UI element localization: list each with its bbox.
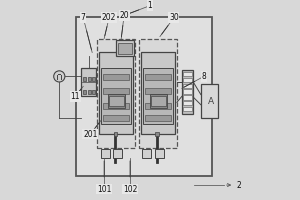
Bar (99, 52, 133, 134)
Bar (139, 39, 177, 148)
Bar (103, 88, 130, 94)
Bar (183, 78, 192, 82)
Bar (83, 90, 86, 94)
Text: 7: 7 (81, 13, 86, 22)
Bar (183, 72, 192, 76)
Bar (88, 77, 91, 81)
Text: 101: 101 (97, 185, 111, 194)
Bar (141, 52, 175, 134)
Bar (97, 39, 135, 148)
Text: 20: 20 (119, 11, 129, 20)
Bar (103, 103, 130, 109)
Bar (142, 149, 152, 158)
Bar (182, 70, 193, 114)
Bar (183, 107, 192, 111)
Text: 201: 201 (83, 130, 98, 139)
Bar (183, 95, 192, 100)
Bar (116, 40, 134, 56)
Bar (201, 84, 218, 118)
Bar (103, 115, 130, 121)
Bar (183, 84, 192, 88)
Bar (145, 74, 171, 80)
Text: 2: 2 (226, 181, 242, 190)
Bar (151, 96, 166, 106)
Bar (145, 88, 171, 94)
Bar (81, 68, 96, 96)
Text: 30: 30 (169, 13, 179, 22)
Circle shape (54, 71, 65, 82)
Bar (76, 17, 212, 176)
Bar (113, 132, 117, 136)
Bar (92, 90, 95, 94)
Bar (145, 103, 171, 109)
Text: 202: 202 (102, 13, 116, 22)
Bar (109, 96, 124, 106)
Bar (155, 132, 159, 136)
Bar (150, 94, 167, 108)
Bar (101, 68, 131, 124)
Bar (103, 74, 130, 80)
Bar (83, 77, 86, 81)
Bar (143, 68, 173, 124)
Bar (118, 43, 133, 54)
Text: 11: 11 (70, 92, 80, 101)
Text: A: A (208, 97, 214, 106)
Bar (108, 94, 125, 108)
Bar (183, 89, 192, 94)
Bar (155, 149, 164, 158)
Bar (92, 77, 95, 81)
Bar (145, 115, 171, 121)
Bar (183, 101, 192, 105)
Bar (100, 149, 109, 158)
Bar (113, 149, 122, 158)
Bar (88, 90, 91, 94)
Text: 102: 102 (123, 185, 137, 194)
Text: 8: 8 (201, 72, 206, 81)
Text: 1: 1 (148, 1, 152, 10)
